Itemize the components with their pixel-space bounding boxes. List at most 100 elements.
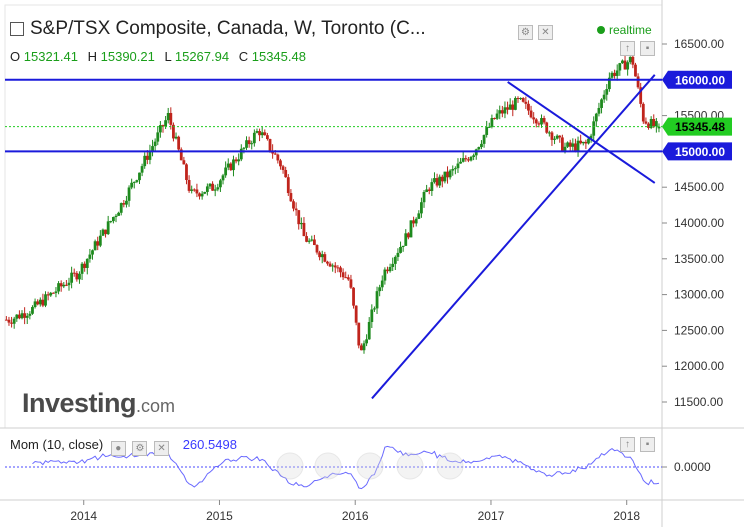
candle-body	[25, 315, 29, 318]
price-badge-label: 15345.48	[675, 120, 725, 134]
candle-body	[367, 321, 371, 340]
candle-body	[190, 189, 194, 191]
candle-body	[576, 140, 580, 151]
candle-body	[451, 169, 455, 171]
candle-body	[153, 141, 157, 147]
candle-body	[406, 233, 410, 238]
candle-body	[631, 56, 635, 65]
candle-body	[453, 168, 457, 170]
y-tick-label: 13500.00	[674, 252, 724, 266]
candle-body	[31, 307, 34, 314]
nav-button-icon	[314, 452, 342, 480]
mom-close-icon[interactable]: ✕	[154, 441, 170, 456]
candle-body	[46, 294, 50, 296]
open-label: O	[10, 49, 21, 64]
candle-body	[148, 150, 152, 160]
logo-main: Investing	[22, 388, 137, 418]
candle-body	[318, 252, 322, 258]
candle-body	[172, 124, 175, 139]
candle-body	[195, 189, 199, 194]
candle-body	[579, 140, 583, 144]
candle-body	[527, 103, 530, 111]
candle-body	[198, 193, 201, 197]
candle-body	[386, 269, 389, 272]
candle-body	[607, 77, 611, 90]
mom-visibility-icon[interactable]: ●	[110, 441, 126, 456]
candle-body	[587, 138, 590, 144]
mom-move-up-icon[interactable]: ↑	[620, 437, 635, 452]
candle-body	[320, 254, 324, 258]
high-label: H	[87, 49, 97, 64]
candle-body	[323, 254, 327, 262]
candle-body	[540, 118, 543, 125]
candle-body	[326, 261, 329, 264]
candle-body	[529, 110, 533, 118]
candle-body	[469, 156, 473, 161]
candle-body	[88, 254, 92, 259]
settings-icon[interactable]: ⚙	[518, 25, 533, 40]
candle-body	[75, 273, 79, 280]
candle-body	[626, 62, 630, 70]
collapse-checkbox[interactable]	[10, 21, 24, 36]
candle-body	[373, 308, 376, 310]
candle-body	[336, 267, 340, 269]
candle-body	[169, 112, 173, 125]
maximize-icon[interactable]: ▪	[640, 41, 655, 56]
candle-body	[310, 239, 314, 241]
candle-body	[49, 292, 53, 296]
candle-body	[273, 153, 277, 155]
candle-body	[211, 183, 214, 191]
candle-body	[446, 171, 449, 178]
close-icon[interactable]: ✕	[538, 25, 553, 40]
candle-body	[508, 104, 512, 110]
move-up-icon[interactable]: ↑	[620, 41, 635, 56]
realtime-label: realtime	[609, 23, 652, 37]
candle-body	[226, 163, 230, 168]
candle-body	[187, 180, 191, 191]
nav-button-icon	[396, 452, 424, 480]
candle-body	[117, 212, 121, 216]
candle-body	[203, 191, 207, 194]
x-tick-label: 2016	[342, 509, 369, 523]
candle-body	[174, 136, 178, 139]
close-label: C	[238, 49, 249, 64]
logo-suffix: .com	[136, 396, 176, 416]
candle-body	[495, 113, 499, 119]
candle-body	[485, 127, 489, 135]
candle-body	[104, 229, 107, 235]
candle-body	[563, 146, 567, 151]
candle-body	[346, 277, 350, 280]
mom-maximize-icon[interactable]: ▪	[640, 437, 655, 452]
candle-body	[302, 222, 306, 237]
candle-body	[519, 97, 523, 99]
candle-body	[213, 189, 217, 191]
candle-body	[200, 193, 204, 197]
candle-body	[610, 72, 614, 78]
candle-body	[414, 218, 418, 224]
candle-body	[594, 113, 598, 122]
candle-body	[72, 272, 76, 274]
candle-body	[417, 213, 421, 219]
candle-body	[20, 313, 24, 319]
mom-settings-icon[interactable]: ⚙	[132, 441, 148, 456]
candle-body	[23, 313, 27, 318]
candle-body	[550, 132, 554, 140]
candle-body	[91, 250, 94, 255]
candle-body	[490, 118, 494, 127]
candle-body	[294, 208, 298, 211]
candle-body	[566, 142, 570, 147]
high-value: 15390.21	[100, 49, 155, 64]
candle-body	[263, 132, 267, 136]
candle-body	[10, 322, 13, 324]
title-text: S&P/TSX Composite, Canada, W, Toronto (C…	[30, 18, 426, 39]
candle-body	[354, 305, 358, 323]
candle-body	[513, 98, 517, 110]
candle-body	[618, 63, 622, 71]
candle-body	[276, 154, 280, 161]
candle-body	[420, 202, 423, 214]
candle-body	[93, 241, 97, 251]
candle-body	[506, 107, 509, 110]
candle-body	[409, 220, 413, 238]
candle-body	[54, 291, 58, 294]
candle-body	[132, 181, 136, 183]
